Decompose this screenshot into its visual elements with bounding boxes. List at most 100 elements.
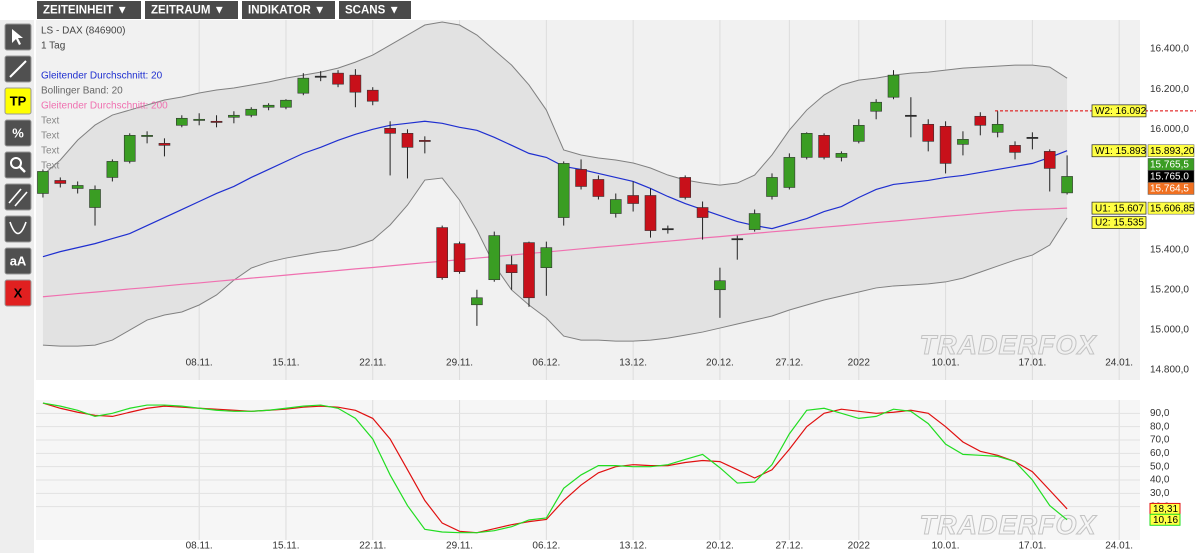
menu-label[interactable]: INDIKATOR ▼: [248, 5, 325, 17]
candle-body: [1009, 145, 1021, 153]
tool-zoom[interactable]: [4, 151, 32, 179]
moving-average: [42, 120, 1068, 258]
candle-body: [228, 114, 240, 118]
candle-body: [957, 139, 969, 145]
zoom-icon: [10, 157, 22, 169]
price-label: 15.765,5: [1150, 160, 1189, 171]
candle-body: [679, 177, 692, 198]
level-box: [1091, 144, 1147, 158]
menu-button[interactable]: [145, 1, 238, 19]
tool-button[interactable]: [4, 87, 32, 115]
candle-body: [1043, 151, 1056, 169]
candle-body: [540, 247, 553, 268]
legend-entry: Text: [41, 161, 60, 172]
tool-delete[interactable]: X: [4, 279, 32, 307]
tool-label: %: [12, 125, 24, 140]
tool-button[interactable]: [4, 119, 32, 147]
zoom-icon: [19, 166, 26, 173]
candle-body: [453, 243, 466, 272]
tool-tp[interactable]: TP: [4, 87, 32, 115]
candle-body: [262, 104, 275, 108]
tool-channel[interactable]: [4, 183, 32, 211]
x-tick-label: 2022: [848, 358, 871, 369]
tool-button[interactable]: [4, 151, 32, 179]
legend-entry: Text: [41, 131, 60, 142]
level-label: W2: 16.092: [1095, 106, 1147, 117]
menu-button[interactable]: [242, 1, 335, 19]
candle-body: [193, 118, 205, 121]
x-tick-label: 17.01.: [1018, 541, 1046, 552]
candle-body: [644, 195, 657, 231]
tool-button[interactable]: [4, 247, 32, 275]
x-tick-label: 22.11.: [359, 358, 386, 369]
y-tick-label: 70,0: [1150, 435, 1170, 446]
tool-percent[interactable]: %: [4, 119, 32, 147]
tool-button[interactable]: [4, 183, 32, 211]
y-tick-label: 14.800,0: [1150, 365, 1189, 376]
level-box: [1091, 201, 1147, 215]
legend-entry: 1 Tag: [41, 41, 65, 52]
tool-cursor[interactable]: [4, 23, 32, 51]
tool-label: aA: [10, 253, 27, 268]
x-tick-label: 22.11.: [359, 541, 386, 552]
tool-text[interactable]: aA: [4, 247, 32, 275]
candle-body: [401, 133, 414, 148]
legend-entry: LS - DAX (846900): [41, 26, 126, 37]
legend-entry: Gleitender Durchschnitt: 200: [41, 101, 168, 112]
y-tick-label: 50,0: [1150, 461, 1170, 472]
x-tick-label: 06.12.: [532, 541, 560, 552]
x-tick-label: 13.12.: [619, 541, 647, 552]
end-label: 10,16: [1153, 515, 1178, 526]
y-tick-label: 40,0: [1150, 475, 1170, 486]
stochastic-line: [42, 402, 1068, 534]
price-label-box: [1147, 182, 1195, 195]
menu-button[interactable]: [37, 1, 141, 19]
candle-body: [210, 120, 223, 123]
level-box: [1091, 104, 1147, 118]
menu-label[interactable]: ZEITEINHEIT ▼: [43, 5, 128, 17]
y-tick-label: 16.200,0: [1150, 84, 1189, 95]
band-fill: [42, 22, 1068, 347]
tool-curve[interactable]: [4, 215, 32, 243]
legend-entry: Text: [41, 146, 60, 157]
menu-label[interactable]: ZEITRAUM ▼: [151, 5, 225, 17]
candle-body: [176, 117, 188, 126]
candle-body: [662, 228, 674, 231]
x-tick-label: 08.11.: [186, 358, 213, 369]
candle-body: [766, 177, 778, 197]
stochastic-plot-area: [36, 400, 1140, 540]
candle-body: [349, 74, 362, 93]
candle-body: [627, 195, 639, 204]
candle-body: [714, 280, 726, 291]
x-tick-label: 29.11.: [446, 358, 473, 369]
candle-body: [748, 213, 761, 230]
price-label: 15.765,0: [1150, 172, 1189, 183]
y-tick-label: 80,0: [1150, 421, 1170, 432]
tool-button[interactable]: [4, 215, 32, 243]
tool-line[interactable]: [4, 55, 32, 83]
tool-button[interactable]: [4, 279, 32, 307]
watermark: TRADERFOX: [920, 510, 1098, 540]
menu-label[interactable]: SCANS ▼: [345, 5, 400, 17]
cursor-icon: [12, 29, 23, 45]
legend-entry: Gleitender Durchschnitt: 20: [41, 71, 163, 82]
tool-label: TP: [10, 93, 27, 108]
candle-body: [280, 99, 292, 108]
x-tick-label: 13.12.: [619, 358, 647, 369]
candle-body: [384, 128, 396, 134]
curve-icon: [9, 221, 27, 235]
candle-body: [870, 101, 882, 112]
candle-body: [592, 179, 605, 197]
candle-body: [575, 169, 587, 187]
menu-button[interactable]: [339, 1, 411, 19]
y-tick-label: 16.400,0: [1150, 44, 1189, 55]
x-tick-label: 08.11.: [186, 541, 213, 552]
line-icon: [9, 60, 27, 78]
x-tick-label: 10.01.: [932, 358, 960, 369]
moving-average: [42, 207, 1068, 298]
candle-body: [436, 227, 448, 279]
candle-body: [523, 242, 535, 299]
price-label-box: [1147, 201, 1195, 215]
x-tick-label: 15.11.: [272, 541, 299, 552]
x-tick-label: 17.01.: [1018, 358, 1046, 369]
